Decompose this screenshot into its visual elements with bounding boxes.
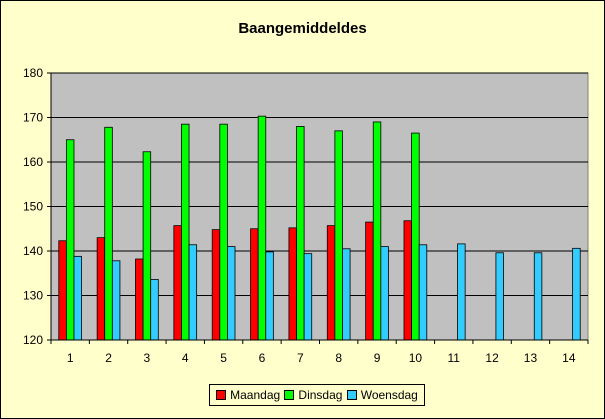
- x-tick-label-8: 8: [335, 351, 342, 365]
- bar-woensdag-4: [188, 244, 198, 341]
- bar-woensdag-14: [572, 247, 581, 341]
- x-tick-label-2: 2: [105, 351, 112, 365]
- y-tick-label-130: 130: [23, 289, 43, 303]
- legend-item-dinsdag: Dinsdag: [284, 388, 342, 402]
- bar-woensdag-8: [342, 248, 351, 341]
- y-tick-label-170: 170: [23, 111, 43, 125]
- bar-maandag-2: [96, 237, 106, 341]
- legend-item-maandag: Maandag: [216, 388, 280, 402]
- x-tick-label-1: 1: [67, 351, 74, 365]
- legend-label-dinsdag: Dinsdag: [298, 388, 343, 402]
- bar-woensdag-5: [227, 246, 236, 341]
- bar-woensdag-6: [265, 251, 274, 341]
- bar-maandag-6: [250, 228, 259, 341]
- bar-dinsdag-8: [334, 130, 343, 341]
- bar-dinsdag-4: [181, 123, 190, 341]
- bar-dinsdag-5: [219, 123, 228, 341]
- bar-woensdag-9: [380, 246, 389, 341]
- legend-label-woensdag: Woensdag: [360, 388, 418, 402]
- x-tick-label-14: 14: [562, 351, 576, 365]
- legend-swatch-maandag: [216, 390, 227, 400]
- bar-maandag-3: [135, 258, 144, 341]
- x-tick-label-4: 4: [182, 351, 189, 365]
- bar-dinsdag-9: [372, 121, 382, 341]
- bar-maandag-4: [173, 225, 182, 341]
- bar-woensdag-12: [495, 252, 504, 341]
- y-tick-label-160: 160: [23, 155, 43, 169]
- x-tick-label-11: 11: [448, 351, 461, 365]
- legend-item-woensdag: Woensdag: [346, 388, 418, 402]
- bar-maandag-7: [288, 227, 297, 341]
- bar-woensdag-1: [73, 255, 82, 341]
- legend-swatch-woensdag: [346, 390, 357, 400]
- bar-woensdag-11: [457, 243, 466, 341]
- legend-label-maandag: Maandag: [230, 388, 281, 402]
- x-tick-label-3: 3: [144, 351, 151, 365]
- bar-maandag-5: [211, 229, 221, 341]
- y-tick-label-120: 120: [23, 333, 43, 347]
- bar-woensdag-7: [303, 253, 313, 341]
- bar-maandag-8: [326, 225, 336, 341]
- y-tick-label-180: 180: [23, 66, 43, 80]
- legend: Maandag Dinsdag Woensdag: [209, 384, 425, 406]
- bar-dinsdag-6: [257, 115, 267, 341]
- bar-woensdag-10: [418, 244, 428, 341]
- x-tick-label-10: 10: [409, 351, 423, 365]
- x-tick-label-9: 9: [374, 351, 381, 365]
- bar-dinsdag-1: [65, 139, 75, 341]
- bar-dinsdag-3: [142, 151, 152, 341]
- y-tick-label-150: 150: [23, 200, 43, 214]
- bar-maandag-10: [403, 220, 412, 341]
- bar-woensdag-2: [111, 260, 121, 341]
- bar-woensdag-3: [150, 279, 159, 341]
- x-tick-label-13: 13: [524, 351, 538, 365]
- bar-dinsdag-7: [296, 126, 305, 341]
- y-tick-label-140: 140: [23, 244, 43, 258]
- chart-title: Baangemiddeldes: [238, 20, 367, 37]
- bar-maandag-9: [365, 221, 374, 341]
- bar-woensdag-13: [533, 252, 543, 341]
- x-tick-label-5: 5: [220, 351, 227, 365]
- bar-dinsdag-2: [104, 126, 113, 341]
- x-tick-label-7: 7: [297, 351, 304, 365]
- x-tick-label-6: 6: [259, 351, 266, 365]
- x-tick-label-12: 12: [485, 351, 499, 365]
- bar-dinsdag-10: [411, 132, 420, 341]
- legend-swatch-dinsdag: [284, 390, 295, 400]
- bar-maandag-1: [58, 240, 67, 341]
